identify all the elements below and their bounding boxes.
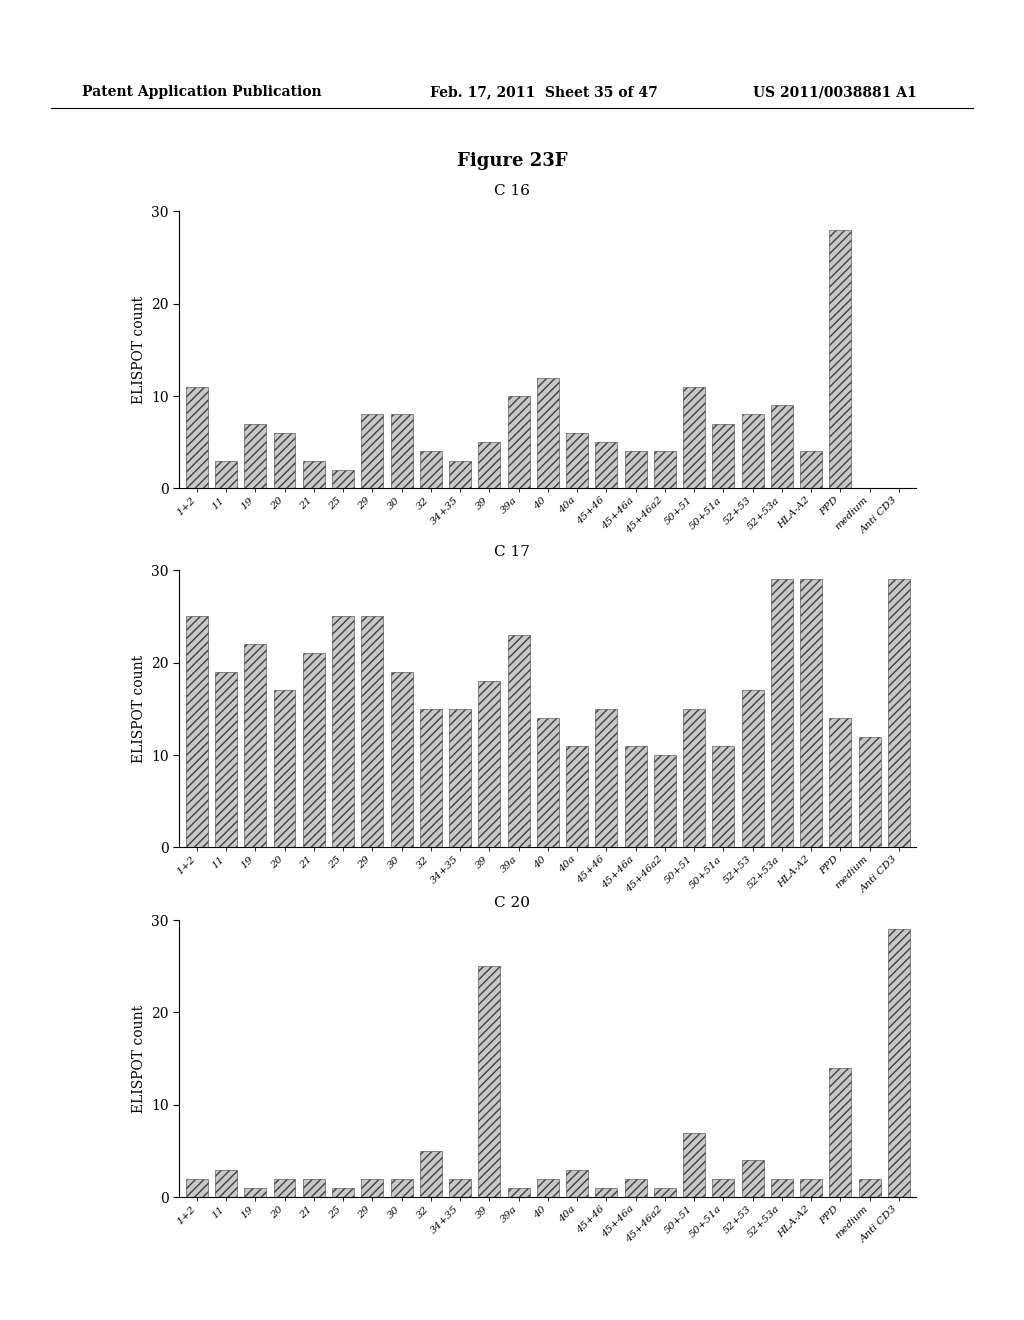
- Bar: [450, 461, 471, 488]
- Bar: [185, 616, 208, 847]
- Bar: [273, 1179, 296, 1197]
- Text: Feb. 17, 2011  Sheet 35 of 47: Feb. 17, 2011 Sheet 35 of 47: [430, 86, 657, 99]
- Bar: [683, 1133, 706, 1197]
- Bar: [332, 1188, 354, 1197]
- Bar: [654, 755, 676, 847]
- Bar: [654, 451, 676, 488]
- Bar: [185, 1179, 208, 1197]
- Bar: [303, 461, 325, 488]
- Text: C 20: C 20: [494, 896, 530, 909]
- Bar: [859, 737, 881, 847]
- Bar: [390, 1179, 413, 1197]
- Bar: [420, 709, 441, 847]
- Bar: [273, 690, 296, 847]
- Bar: [625, 451, 646, 488]
- Text: C 16: C 16: [494, 185, 530, 198]
- Bar: [537, 718, 559, 847]
- Bar: [537, 1179, 559, 1197]
- Bar: [713, 1179, 734, 1197]
- Bar: [245, 424, 266, 488]
- Text: US 2011/0038881 A1: US 2011/0038881 A1: [753, 86, 916, 99]
- Bar: [215, 672, 237, 847]
- Bar: [625, 1179, 646, 1197]
- Y-axis label: ELISPOT count: ELISPOT count: [132, 296, 145, 404]
- Bar: [771, 405, 793, 488]
- Bar: [800, 1179, 822, 1197]
- Bar: [829, 230, 851, 488]
- Bar: [566, 433, 588, 488]
- Bar: [771, 1179, 793, 1197]
- Bar: [595, 709, 617, 847]
- Bar: [741, 1160, 764, 1197]
- Y-axis label: ELISPOT count: ELISPOT count: [132, 1005, 145, 1113]
- Bar: [420, 1151, 441, 1197]
- Bar: [741, 690, 764, 847]
- Bar: [683, 709, 706, 847]
- Bar: [595, 442, 617, 488]
- Bar: [215, 461, 237, 488]
- Bar: [361, 414, 383, 488]
- Bar: [566, 746, 588, 847]
- Bar: [332, 616, 354, 847]
- Bar: [566, 1170, 588, 1197]
- Text: Patent Application Publication: Patent Application Publication: [82, 86, 322, 99]
- Bar: [273, 433, 296, 488]
- Bar: [185, 387, 208, 488]
- Bar: [508, 396, 529, 488]
- Bar: [625, 746, 646, 847]
- Y-axis label: ELISPOT count: ELISPOT count: [132, 655, 145, 763]
- Bar: [420, 451, 441, 488]
- Bar: [478, 966, 501, 1197]
- Bar: [390, 672, 413, 847]
- Bar: [654, 1188, 676, 1197]
- Bar: [478, 442, 501, 488]
- Bar: [713, 746, 734, 847]
- Bar: [245, 1188, 266, 1197]
- Bar: [508, 1188, 529, 1197]
- Bar: [361, 616, 383, 847]
- Bar: [508, 635, 529, 847]
- Bar: [595, 1188, 617, 1197]
- Bar: [800, 579, 822, 847]
- Bar: [800, 451, 822, 488]
- Bar: [741, 414, 764, 488]
- Bar: [450, 709, 471, 847]
- Bar: [829, 1068, 851, 1197]
- Bar: [859, 1179, 881, 1197]
- Bar: [245, 644, 266, 847]
- Bar: [537, 378, 559, 488]
- Bar: [303, 653, 325, 847]
- Bar: [332, 470, 354, 488]
- Bar: [713, 424, 734, 488]
- Bar: [888, 579, 910, 847]
- Bar: [478, 681, 501, 847]
- Bar: [450, 1179, 471, 1197]
- Bar: [829, 718, 851, 847]
- Bar: [771, 579, 793, 847]
- Bar: [303, 1179, 325, 1197]
- Bar: [361, 1179, 383, 1197]
- Bar: [215, 1170, 237, 1197]
- Text: Figure 23F: Figure 23F: [457, 152, 567, 170]
- Bar: [390, 414, 413, 488]
- Text: C 17: C 17: [494, 545, 530, 558]
- Bar: [683, 387, 706, 488]
- Bar: [888, 929, 910, 1197]
